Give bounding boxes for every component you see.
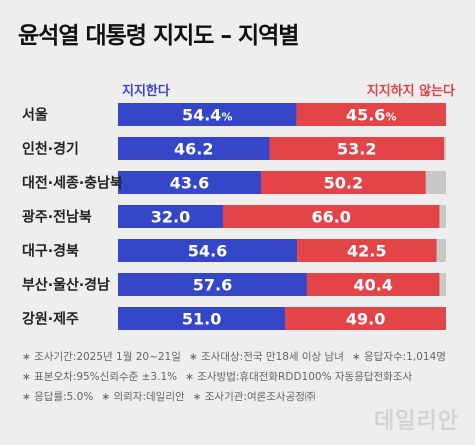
- notes-row: ∗ 응답률:5.0% ∗ 의뢰자:데일리안 ∗ 조사기관:여론조사공정㈜: [22, 387, 465, 407]
- value-label-nonsupport: 45.6%: [346, 106, 397, 125]
- survey-notes: ∗ 조사기간:2025년 1월 20~21일 ∗ 조사대상:전국 만18세 이상 …: [22, 347, 465, 407]
- chart-title: 윤석열 대통령 지지도 – 지역별: [18, 23, 299, 49]
- value-label-support: 46.2: [174, 140, 213, 159]
- value-label-nonsupport: 66.0: [311, 208, 350, 227]
- category-label: 대구·경북: [22, 243, 79, 260]
- note-item: ∗ 의뢰자:데일리안: [101, 391, 185, 403]
- value-label-support: 57.6: [193, 276, 232, 295]
- value-label-nonsupport: 53.2: [337, 140, 376, 159]
- note-item: ∗ 조사기관:여론조사공정㈜: [192, 391, 316, 403]
- category-label: 광주·전남북: [22, 209, 92, 226]
- value-label-support: 51.0: [182, 310, 221, 329]
- bar-nonsupport: [285, 307, 446, 330]
- category-label: 서울: [22, 107, 48, 124]
- notes-row: ∗ 표본오차:95%신뢰수준 ±3.1% ∗ 조사방법:휴대전화RDD100% 자…: [22, 367, 465, 387]
- category-label: 인천·경기: [22, 141, 79, 158]
- note-item: ∗ 조사대상:전국 만18세 이상 남녀: [188, 351, 344, 363]
- bar-nonsupport: [296, 103, 446, 126]
- bar-nonsupport: [306, 273, 440, 296]
- bar-support: [118, 239, 298, 262]
- stacked-bar-chart: 서울 54.4% 45.6% 인천·경기 46.2 53.2 대전·세종·충남북 43.6 50…: [22, 103, 446, 330]
- bar-support: [118, 171, 262, 194]
- bar-support: [118, 205, 223, 228]
- note-item: ∗ 응답률:5.0%: [22, 391, 94, 403]
- bar-nonsupport: [269, 137, 445, 160]
- category-label: 강원·제주: [22, 311, 79, 328]
- note-item: ∗ 응답자수:1,014명: [351, 351, 446, 363]
- legend-support: 지지한다: [122, 84, 170, 99]
- notes-row: ∗ 조사기간:2025년 1월 20~21일 ∗ 조사대상:전국 만18세 이상 …: [22, 347, 465, 367]
- category-label: 대전·세종·충남북: [22, 175, 123, 192]
- bar-nonsupport: [261, 171, 426, 194]
- value-label-support: 43.6: [170, 174, 209, 193]
- note-item: ∗ 조사기간:2025년 1월 20~21일: [22, 351, 181, 363]
- legend-nonsupport: 지지하지 않는다: [366, 84, 455, 99]
- value-label-nonsupport: 50.2: [324, 174, 363, 193]
- value-label-nonsupport: 42.5: [347, 242, 386, 261]
- bar-nonsupport: [222, 205, 440, 228]
- bar-nonsupport: [297, 239, 437, 262]
- bar-support: [118, 103, 297, 126]
- bar-support: [118, 307, 286, 330]
- value-label-support: 32.0: [151, 208, 190, 227]
- value-label-nonsupport: 49.0: [346, 310, 385, 329]
- bar-support: [118, 273, 307, 296]
- value-label-support: 54.6: [188, 242, 227, 261]
- note-item: ∗ 표본오차:95%신뢰수준 ±3.1%: [22, 371, 178, 383]
- bar-support: [118, 137, 270, 160]
- value-label-nonsupport: 40.4: [353, 276, 392, 295]
- value-label-support: 54.4%: [182, 106, 233, 125]
- category-label: 부산·울산·경남: [22, 277, 110, 294]
- note-item: ∗ 조사방법:휴대전화RDD100% 자동응답전화조사: [185, 371, 413, 383]
- watermark-logo: 데일리안: [374, 409, 459, 434]
